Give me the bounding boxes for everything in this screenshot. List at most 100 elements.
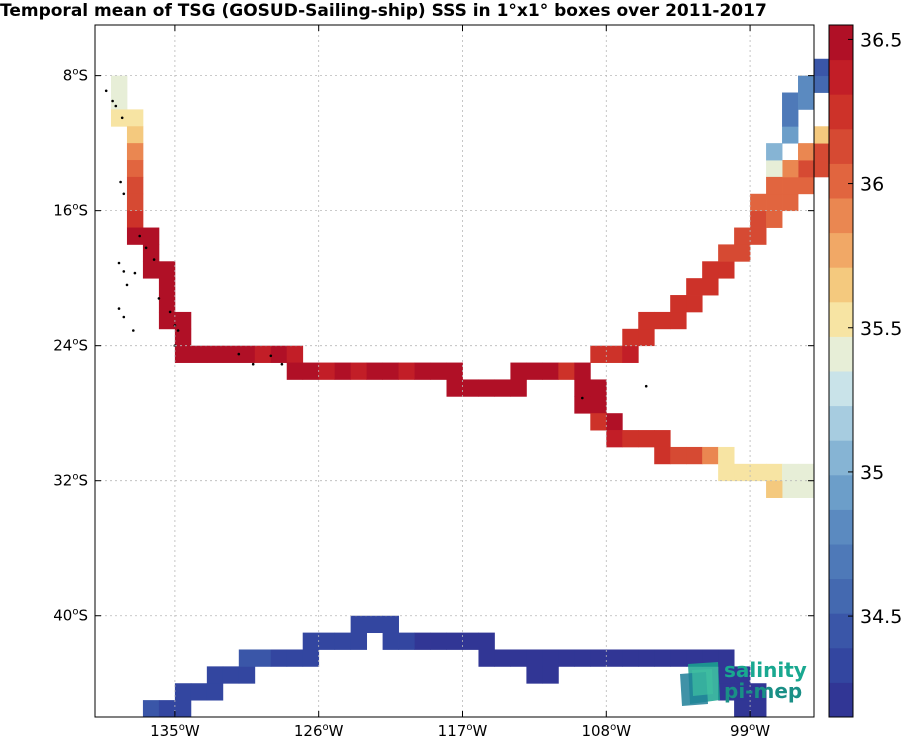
salinity-cell [750, 683, 767, 701]
salinity-cell [798, 75, 815, 93]
island-dot [237, 352, 241, 356]
island-dot [251, 362, 255, 366]
salinity-cell [238, 666, 256, 684]
salinity-cell [366, 362, 383, 380]
salinity-cell [158, 261, 176, 279]
salinity-cell [718, 446, 735, 465]
salinity-cell [542, 666, 559, 684]
colorbar-segment [829, 405, 853, 441]
colorbar-segment [829, 613, 853, 649]
salinity-cell [622, 345, 639, 363]
salinity-cell [446, 362, 463, 380]
pi-mep-logo-icon [680, 662, 720, 706]
salinity-cell [814, 58, 831, 77]
island-dot [132, 329, 135, 332]
salinity-cell [142, 261, 160, 279]
salinity-cell [510, 649, 527, 667]
salinity-cell [206, 345, 224, 363]
y-tick-label: 8oS [63, 67, 88, 85]
salinity-cell [606, 430, 623, 448]
salinity-cell [814, 126, 831, 144]
salinity-cell [734, 700, 751, 718]
salinity-cell [366, 615, 383, 634]
salinity-cell [190, 345, 208, 363]
colorbar-segment [829, 544, 853, 580]
colorbar-segment [829, 94, 853, 130]
salinity-cell [270, 345, 288, 363]
island-dot [144, 246, 148, 250]
salinity-cell [766, 463, 783, 482]
colorbar-segment [829, 474, 853, 510]
colorbar-segment [829, 440, 853, 476]
salinity-cell [142, 244, 160, 262]
salinity-cell [526, 362, 543, 380]
salinity-cell [302, 632, 320, 650]
salinity-cell [350, 615, 368, 634]
salinity-cell [478, 649, 495, 667]
salinity-cell [494, 649, 511, 667]
salinity-cell [238, 649, 256, 667]
salinity-cell [334, 632, 352, 650]
salinity-cell [686, 446, 703, 465]
map-gridlines [95, 25, 814, 717]
x-tick-label: 135oW [150, 722, 200, 740]
salinity-cell [382, 615, 399, 634]
colorbar-segment [829, 509, 853, 545]
salinity-cell [558, 649, 575, 667]
salinity-cell [158, 311, 176, 330]
salinity-cell [430, 362, 447, 380]
x-tick-label: 99oW [730, 722, 770, 740]
salinity-cell [718, 649, 735, 667]
salinity-cell [638, 311, 655, 330]
salinity-cell [702, 446, 719, 465]
salinity-cell [750, 193, 767, 212]
salinity-cell [750, 463, 767, 482]
salinity-cell [206, 683, 224, 701]
colorbar-tick-label: 34.5 [860, 606, 902, 628]
colorbar-segment [829, 198, 853, 234]
colorbar-tick-label: 36 [860, 174, 884, 196]
salinity-cell [766, 176, 783, 195]
salinity-cell [478, 379, 495, 397]
salinity-cell [158, 295, 176, 313]
salinity-cell [446, 379, 463, 397]
salinity-cell [190, 683, 208, 701]
salinity-cell [702, 261, 719, 279]
salinity-cell [670, 311, 687, 330]
salinity-cell [174, 328, 192, 347]
salinity-cell [334, 362, 352, 380]
salinity-cell [718, 261, 735, 279]
colorbar-segment [829, 647, 853, 683]
salinity-cell [766, 193, 783, 212]
salinity-cell [782, 480, 799, 498]
salinity-cell [622, 328, 639, 347]
salinity-cell [574, 649, 591, 667]
x-tick-label: 117oW [438, 722, 488, 740]
salinity-cell [798, 160, 815, 178]
y-tick-label: 32oS [53, 472, 88, 490]
salinity-pi-mep-logo: salinity pi-mep [678, 658, 808, 708]
salinity-cell [622, 430, 639, 448]
y-tick-label: 24oS [53, 337, 88, 355]
x-tick-label: 126oW [294, 722, 344, 740]
island-dot [176, 329, 180, 332]
salinity-cell [398, 632, 415, 650]
salinity-cell [718, 666, 735, 684]
island-dot [111, 99, 114, 103]
salinity-cell [702, 278, 719, 296]
salinity-cell [462, 379, 479, 397]
colorbar-tick-label: 35 [860, 462, 884, 484]
island-dot [119, 180, 122, 184]
salinity-cell [590, 345, 607, 363]
logo-text-salinity: salinity [724, 658, 807, 682]
salinity-cell [654, 311, 671, 330]
island-dot [120, 116, 124, 120]
salinity-cell [574, 362, 591, 380]
island-dot [644, 384, 648, 388]
salinity-cell [798, 143, 815, 161]
island-dot [168, 310, 172, 314]
colorbar-segment [829, 163, 853, 199]
salinity-cell [750, 227, 767, 245]
salinity-cell [542, 362, 559, 380]
salinity-cell [126, 176, 144, 195]
